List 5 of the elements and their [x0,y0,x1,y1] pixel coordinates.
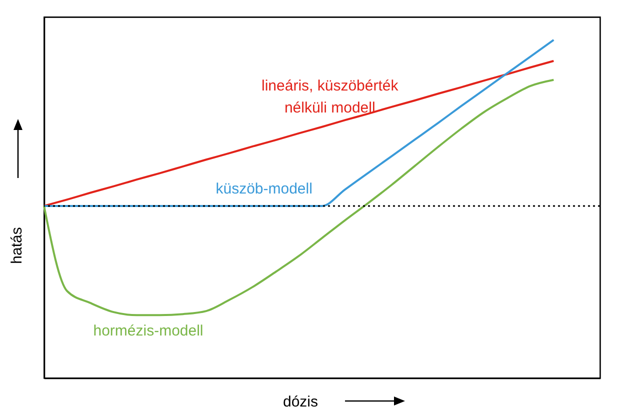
series-label: küszöb-modell [216,180,312,198]
x-axis-title: dózis [282,394,318,410]
series-label: hormézis-modell [93,322,204,340]
series-label: lineáris, küszöbérték nélküli modell [262,77,399,116]
y-axis-title: hatás [8,227,26,264]
